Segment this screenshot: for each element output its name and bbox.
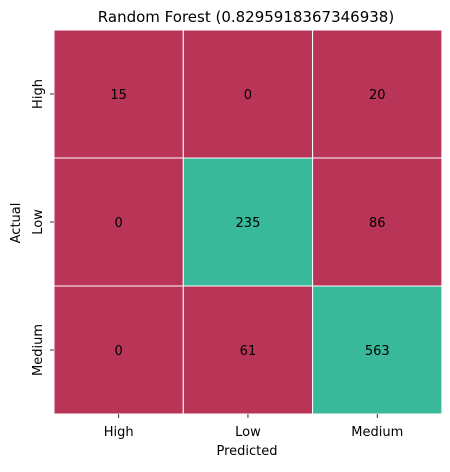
- heatmap-cell-high-high: [53, 29, 184, 159]
- cell-value-label: 563: [365, 344, 390, 359]
- cell-value-label: 15: [110, 88, 127, 103]
- y-tick-label-high: High: [31, 79, 46, 109]
- x-tick-label-low: Low: [235, 425, 261, 440]
- y-tick-label-medium: Medium: [31, 324, 46, 376]
- x-tick-label-high: High: [104, 425, 134, 440]
- heatmap-cell-high-low: [182, 29, 314, 159]
- cell-value-label: 0: [244, 88, 252, 103]
- cell-value-label: 0: [115, 344, 123, 359]
- x-axis: High Low Medium: [104, 414, 403, 440]
- cell-value-label: 61: [240, 344, 257, 359]
- heatmap-cell-low-low: [182, 157, 314, 287]
- x-tick-label-medium: Medium: [351, 425, 403, 440]
- x-axis-label: Predicted: [216, 444, 277, 459]
- y-axis-label: Actual: [9, 203, 24, 244]
- y-tick-label-low: Low: [31, 209, 46, 235]
- cell-value-label: 235: [236, 216, 261, 231]
- heatmap-cell-high-medium: [312, 29, 443, 159]
- chart-title: Random Forest (0.8295918367346938): [98, 8, 394, 26]
- heatmap-cell-low-medium: [312, 157, 443, 287]
- y-axis: High Low Medium: [31, 79, 54, 376]
- cell-value-label: 20: [369, 88, 386, 103]
- cell-value-label: 86: [369, 216, 386, 231]
- heatmap-cells: [53, 29, 443, 415]
- heatmap-cell-low-high: [53, 157, 184, 287]
- heatmap-cell-medium-low: [182, 285, 314, 415]
- cell-value-labels: 15 0 20 0 235 86 0 61 563: [110, 88, 389, 359]
- cell-value-label: 0: [115, 216, 123, 231]
